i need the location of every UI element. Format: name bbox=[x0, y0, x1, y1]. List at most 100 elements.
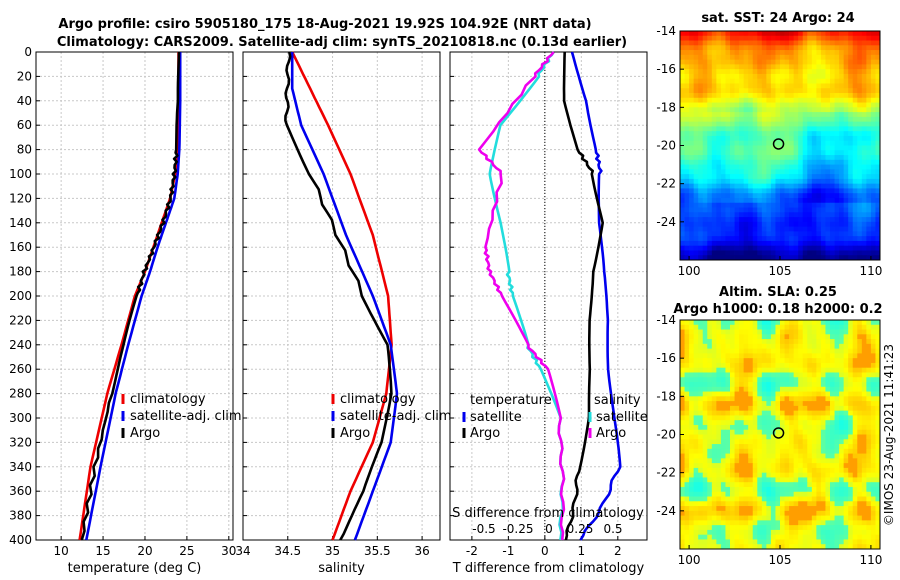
map-cell bbox=[816, 439, 822, 445]
map-cell bbox=[820, 112, 826, 118]
map-cell bbox=[775, 107, 781, 113]
sst-map[interactable]: 100 105 110-14-16-18-20-22-24 bbox=[656, 24, 882, 278]
map-cell bbox=[730, 396, 735, 402]
map-cell bbox=[716, 150, 722, 156]
map-cell bbox=[870, 506, 876, 512]
map-cell bbox=[784, 83, 790, 89]
map-cell bbox=[693, 107, 699, 113]
map-cell bbox=[775, 150, 781, 156]
map-cell bbox=[830, 140, 835, 146]
map-cell bbox=[707, 429, 713, 435]
map-cell bbox=[870, 525, 876, 531]
map-cell bbox=[807, 410, 813, 416]
map-cell bbox=[716, 207, 722, 213]
map-cell bbox=[743, 434, 749, 440]
map-cell bbox=[811, 207, 817, 213]
map-cell bbox=[811, 491, 817, 497]
map-cell bbox=[757, 405, 763, 412]
map-cell bbox=[798, 491, 804, 497]
map-cell bbox=[861, 159, 867, 165]
map-cell bbox=[698, 73, 704, 80]
map-cell bbox=[702, 45, 708, 51]
map-cell bbox=[870, 116, 876, 123]
map-cell bbox=[716, 245, 722, 251]
map-cell bbox=[784, 448, 790, 454]
map-cell bbox=[870, 424, 876, 431]
map-cell bbox=[793, 250, 799, 256]
map-cell bbox=[689, 491, 695, 497]
map-cell bbox=[780, 126, 785, 132]
map-cell bbox=[752, 372, 758, 378]
map-cell bbox=[752, 97, 758, 103]
map-cell bbox=[866, 174, 872, 180]
map-cell bbox=[720, 50, 726, 56]
map-cell bbox=[861, 78, 867, 84]
map-cell bbox=[680, 50, 685, 56]
map-cell bbox=[702, 501, 708, 507]
map-cell bbox=[789, 377, 795, 383]
map-cell bbox=[689, 250, 695, 256]
map-cell bbox=[743, 334, 749, 340]
map-cell bbox=[680, 544, 685, 550]
map-cell bbox=[857, 334, 863, 340]
map-cell bbox=[852, 525, 858, 531]
map-cell bbox=[730, 126, 735, 132]
map-cell bbox=[875, 362, 881, 369]
map-cell bbox=[793, 159, 799, 165]
map-cell bbox=[798, 501, 804, 507]
map-cell bbox=[861, 424, 867, 431]
map-cell bbox=[834, 506, 840, 512]
map-cell bbox=[734, 391, 740, 397]
map-cell bbox=[852, 463, 858, 469]
map-cell bbox=[734, 353, 740, 359]
map-cell bbox=[739, 453, 745, 459]
map-cell bbox=[789, 202, 795, 208]
map-cell bbox=[784, 121, 790, 127]
map-cell bbox=[807, 193, 813, 199]
map-cell bbox=[757, 126, 763, 132]
map-cell bbox=[693, 415, 699, 421]
map-cell bbox=[766, 64, 772, 70]
map-cell bbox=[702, 69, 708, 75]
map-cell bbox=[793, 40, 799, 46]
map-cell bbox=[861, 525, 867, 531]
map-cell bbox=[743, 174, 749, 180]
map-cell bbox=[830, 188, 835, 194]
map-cell bbox=[707, 520, 713, 526]
map-cell bbox=[702, 126, 708, 132]
map-cell bbox=[761, 54, 767, 61]
map-cell bbox=[848, 59, 854, 65]
map-cell bbox=[784, 463, 790, 469]
map-cell bbox=[711, 240, 717, 247]
map-cell bbox=[816, 429, 822, 435]
map-cell bbox=[693, 140, 699, 146]
map-cell bbox=[802, 245, 808, 251]
map-cell bbox=[748, 358, 754, 364]
map-cell bbox=[720, 463, 726, 469]
map-cell bbox=[707, 458, 713, 464]
map-cell bbox=[875, 83, 881, 89]
map-cell bbox=[707, 491, 713, 497]
map-cell bbox=[825, 415, 831, 421]
sla-map[interactable]: 100 105 110-14-16-18-20-22-24 bbox=[656, 313, 882, 567]
map-cell bbox=[698, 83, 704, 89]
map-cell bbox=[834, 193, 840, 199]
map-cell bbox=[870, 221, 876, 227]
map-cell bbox=[725, 472, 731, 478]
map-cell bbox=[802, 348, 808, 354]
map-cell bbox=[866, 482, 872, 488]
map-cell bbox=[680, 255, 685, 261]
map-cell bbox=[775, 73, 781, 80]
map-cell bbox=[825, 83, 831, 89]
map-cell bbox=[720, 107, 726, 113]
map-cell bbox=[734, 131, 740, 137]
map-cell bbox=[830, 169, 835, 175]
map-cell bbox=[725, 155, 731, 161]
map-cell bbox=[825, 50, 831, 56]
map-cell bbox=[684, 169, 690, 175]
map-cell bbox=[793, 410, 799, 416]
map-cell bbox=[734, 386, 740, 392]
map-cell bbox=[789, 415, 795, 421]
map-cell bbox=[761, 197, 767, 204]
map-cell bbox=[825, 510, 831, 516]
